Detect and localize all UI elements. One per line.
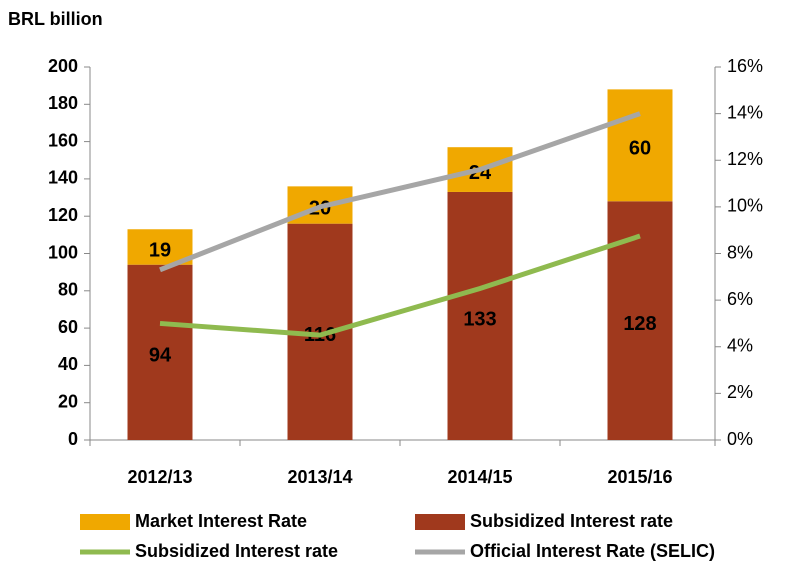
y2-tick-label: 12% — [727, 149, 763, 169]
data-label: 60 — [629, 138, 651, 160]
y-tick-label: 20 — [58, 391, 78, 411]
y2-tick-label: 16% — [727, 56, 763, 76]
y2-tick-label: 10% — [727, 196, 763, 216]
data-label: 133 — [463, 308, 496, 330]
y-tick-label: 100 — [48, 242, 78, 262]
data-label: 94 — [149, 345, 172, 367]
line-series — [159, 233, 641, 338]
legend-label: Subsidized Interest rate — [135, 541, 338, 561]
x-tick-label: 2015/16 — [607, 467, 672, 487]
x-tick-label: 2014/15 — [447, 467, 512, 487]
legend-label: Market Interest Rate — [135, 511, 307, 531]
line-series — [159, 111, 641, 273]
y-tick-label: 200 — [48, 56, 78, 76]
y2-tick-label: 14% — [727, 102, 763, 122]
y-tick-label: 0 — [68, 429, 78, 449]
y-tick-label: 60 — [58, 317, 78, 337]
x-tick-label: 2013/14 — [287, 467, 352, 487]
x-tick-label: 2012/13 — [127, 467, 192, 487]
data-label: 128 — [623, 313, 656, 335]
y-tick-label: 120 — [48, 205, 78, 225]
y-tick-label: 40 — [58, 354, 78, 374]
bar-segment — [447, 191, 513, 440]
bar-segment — [127, 264, 193, 440]
bar-segment — [607, 89, 673, 202]
legend-swatch — [80, 514, 130, 530]
y2-tick-label: 0% — [727, 429, 753, 449]
data-label: 19 — [149, 239, 171, 261]
y2-tick-label: 6% — [727, 289, 753, 309]
legend-label: Subsidized Interest rate — [470, 511, 673, 531]
y-tick-label: 140 — [48, 168, 78, 188]
y2-tick-label: 2% — [727, 382, 753, 402]
y-tick-label: 80 — [58, 280, 78, 300]
y-tick-label: 180 — [48, 93, 78, 113]
legend-swatch — [415, 514, 465, 530]
y-tick-label: 160 — [48, 130, 78, 150]
y2-tick-label: 8% — [727, 242, 753, 262]
legend-label: Official Interest Rate (SELIC) — [470, 541, 715, 561]
y-axis-label: BRL billion — [8, 9, 103, 29]
y2-tick-label: 4% — [727, 336, 753, 356]
